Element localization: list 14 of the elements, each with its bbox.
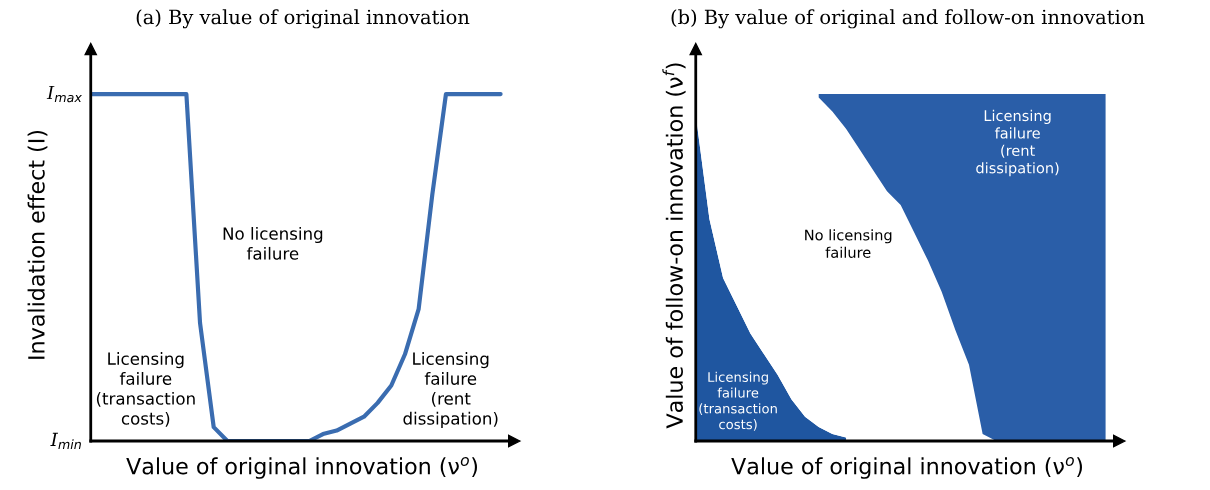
annotation: No licensing failure [805, 229, 892, 258]
y-axis-title: Value of follow-on innovation (ν$^{f}$) [662, 63, 686, 429]
chart-title: (b) By value of original and follow-on innovation [671, 9, 1145, 29]
text: I$_{min}$ [50, 432, 81, 449]
chart-title: (a) By value of original innovation [136, 9, 470, 29]
annotation: Licensing failure (rent dissipation) [976, 109, 1059, 177]
annotation: No licensing failure [223, 226, 323, 260]
x-axis-title: Value of original innovation (ν$^{o}$) [126, 456, 477, 479]
y-axis-title: Invalidation effect (I) [27, 130, 48, 359]
text: I$_{max}$ [46, 85, 82, 103]
annotation: Licensing failure (rent dissipation) [403, 352, 498, 428]
annotation: Licensing failure (transaction costs) [96, 352, 195, 427]
x-axis-title: Value of original innovation (ν$^{o}$) [731, 456, 1082, 479]
annotation: Licensing failure (transaction costs) [699, 371, 777, 431]
